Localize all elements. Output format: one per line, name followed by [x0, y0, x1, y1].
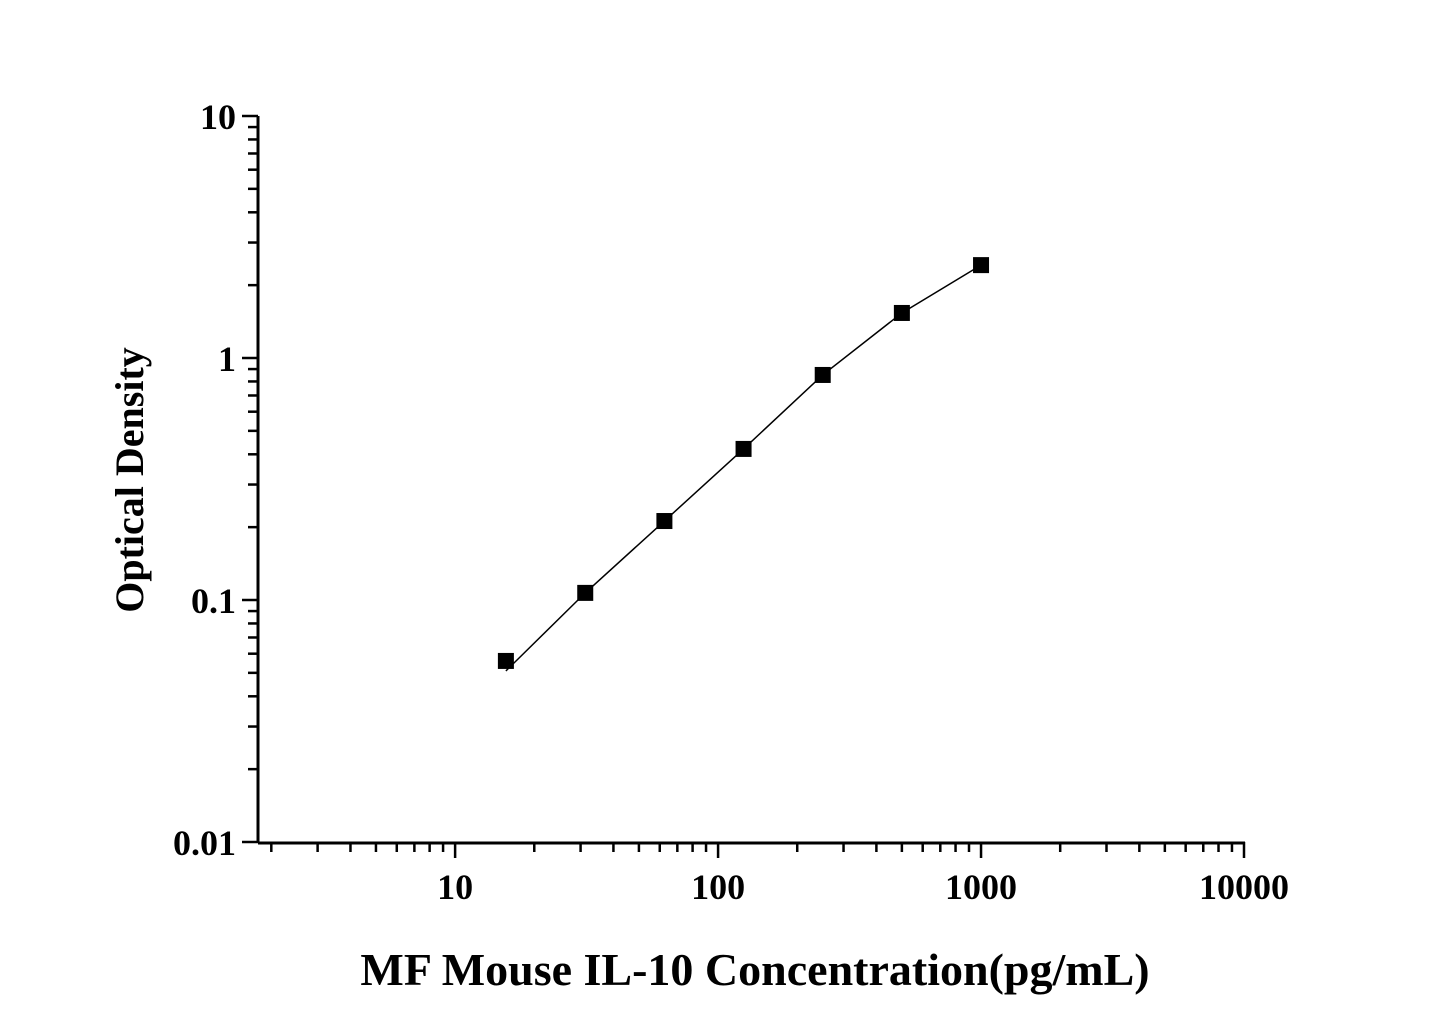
x-tick-label: 10 [437, 867, 473, 907]
y-axis-label: Optical Density [107, 347, 152, 613]
x-tick-label: 100 [691, 867, 745, 907]
tick-labels: 10 100 1000 10000 0.01 0.1 1 10 [173, 97, 1289, 907]
plot-area [497, 257, 990, 672]
data-point [814, 366, 831, 383]
y-tick-label: 0.1 [191, 581, 236, 621]
data-point [656, 513, 673, 530]
x-tick-label: 10000 [1199, 867, 1289, 907]
data-point [973, 257, 990, 274]
data-point [497, 652, 514, 669]
y-tick-label: 1 [218, 339, 236, 379]
axes [242, 114, 1246, 858]
y-tick-label: 10 [200, 97, 236, 137]
x-axis-label: MF Mouse IL-10 Concentration(pg/mL) [360, 944, 1149, 995]
x-tick-label: 1000 [945, 867, 1017, 907]
data-point [577, 584, 594, 601]
fit-curve [505, 264, 982, 672]
y-tick-label: 0.01 [173, 823, 236, 863]
data-point [893, 304, 910, 321]
data-point [735, 440, 752, 457]
